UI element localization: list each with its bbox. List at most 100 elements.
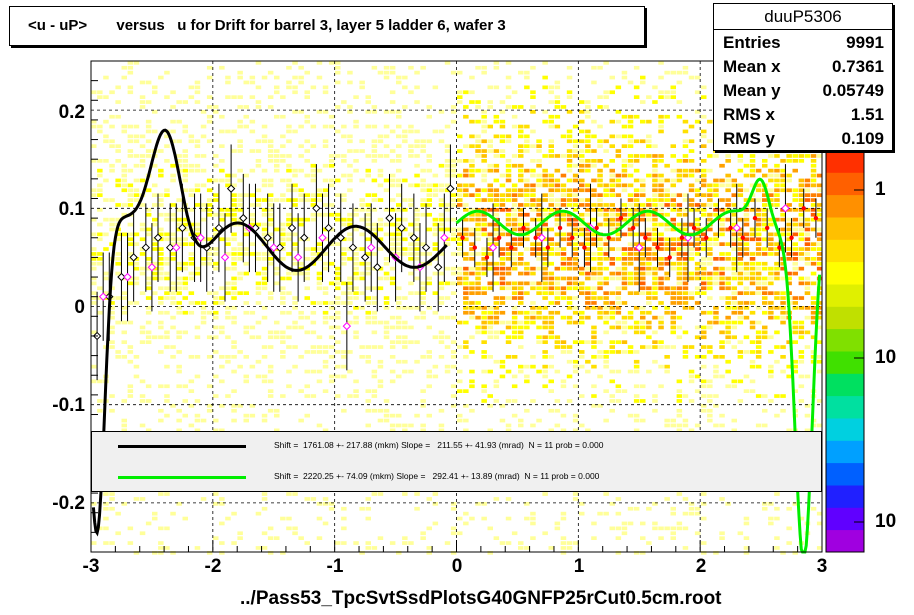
heatmap-cell (243, 105, 249, 109)
heatmap-cell (646, 266, 652, 271)
heatmap-cell (353, 306, 359, 310)
heatmap-cell (615, 399, 622, 403)
heatmap-cell (536, 291, 542, 295)
heatmap-cell (554, 281, 561, 286)
heatmap-cell (377, 408, 384, 413)
heatmap-cell (518, 296, 524, 300)
heatmap-cell (103, 516, 109, 521)
heatmap-cell (731, 217, 737, 222)
heatmap-cell (145, 428, 152, 433)
heatmap-cell (640, 119, 646, 124)
heatmap-cell (444, 541, 451, 545)
heatmap-cell (335, 212, 341, 217)
heatmap-cell (621, 526, 628, 531)
heatmap-cell (206, 335, 213, 340)
heatmap-cell (322, 286, 329, 291)
heatmap-cell (298, 355, 304, 359)
heatmap-cell (560, 247, 567, 251)
heatmap-cell (591, 340, 597, 344)
heatmap-cell (176, 350, 182, 354)
heatmap-cell (152, 261, 158, 266)
heatmap-cell (615, 119, 622, 124)
heatmap-cell (762, 296, 768, 300)
heatmap-cell (505, 208, 512, 212)
data-point (373, 263, 382, 272)
heatmap-cell (633, 369, 640, 374)
heatmap-cell (682, 418, 689, 423)
heatmap-cell (194, 183, 201, 188)
heatmap-cell (176, 217, 182, 222)
heatmap-cell (798, 203, 805, 207)
heatmap-cell (597, 203, 603, 207)
heatmap-cell (816, 261, 823, 266)
heatmap-cell (322, 345, 329, 349)
heatmap-cell (554, 188, 561, 193)
heatmap-cell (603, 139, 609, 144)
heatmap-cell (469, 212, 475, 217)
heatmap-cell (109, 492, 115, 496)
heatmap-cell (188, 271, 195, 276)
heatmap-cell (530, 173, 536, 178)
heatmap-cell (603, 217, 609, 222)
heatmap-cell (103, 276, 109, 281)
heatmap-cell (701, 208, 707, 212)
heatmap-cell (97, 526, 103, 531)
heatmap-cell (475, 188, 481, 193)
heatmap-cell (194, 266, 201, 271)
heatmap-cell (176, 408, 182, 413)
heatmap-cell (292, 261, 298, 266)
heatmap-cell (194, 237, 201, 242)
heatmap-cell (774, 163, 780, 168)
heatmap-cell (505, 217, 512, 222)
heatmap-cell (560, 203, 567, 207)
heatmap-cell (511, 320, 518, 325)
heatmap-cell (798, 306, 805, 310)
heatmap-cell (542, 291, 548, 295)
heatmap-cell (225, 129, 231, 134)
heatmap-cell (676, 257, 683, 261)
heatmap-cell (749, 168, 756, 173)
heatmap-cell (408, 541, 414, 545)
heatmap-cell (719, 536, 725, 540)
heatmap-cell (658, 208, 664, 212)
heatmap-cell (719, 183, 725, 188)
heatmap-cell (524, 281, 530, 286)
heatmap-cell (298, 217, 304, 222)
heatmap-cell (127, 301, 134, 305)
heatmap-cell (640, 247, 646, 251)
heatmap-cell (621, 531, 628, 536)
heatmap-cell (237, 139, 243, 144)
heatmap-cell (499, 193, 506, 197)
heatmap-cell (524, 168, 530, 173)
heatmap-cell (292, 232, 298, 237)
heatmap-cell (505, 428, 512, 433)
heatmap-cell (774, 217, 780, 222)
heatmap-cell (188, 188, 195, 193)
heatmap-cell (170, 203, 176, 207)
heatmap-cell (609, 217, 615, 222)
stats-title: duuP5306 (714, 4, 892, 30)
data-point (397, 223, 406, 233)
heatmap-cell (194, 301, 201, 305)
heatmap-cell (158, 310, 164, 315)
heatmap-cell (658, 276, 664, 281)
heatmap-cell (774, 247, 780, 251)
heatmap-cell (554, 335, 561, 340)
heatmap-cell (664, 222, 670, 227)
heatmap-cell (707, 384, 713, 389)
heatmap-cell (688, 374, 695, 379)
heatmap-cell (109, 541, 115, 545)
heatmap-cell (481, 70, 487, 75)
axis-ticks (90, 60, 823, 553)
heatmap-cell (603, 163, 609, 168)
heatmap-cell (457, 159, 463, 163)
heatmap-cell (432, 85, 439, 90)
heatmap-cell (572, 217, 579, 222)
heatmap-cell (170, 315, 176, 320)
heatmap-cell (109, 310, 115, 315)
heatmap-cell (743, 536, 750, 540)
heatmap-cell (798, 359, 805, 364)
heatmap-cell (688, 506, 695, 511)
heatmap-cell (542, 355, 548, 359)
heatmap-cell (499, 359, 506, 364)
